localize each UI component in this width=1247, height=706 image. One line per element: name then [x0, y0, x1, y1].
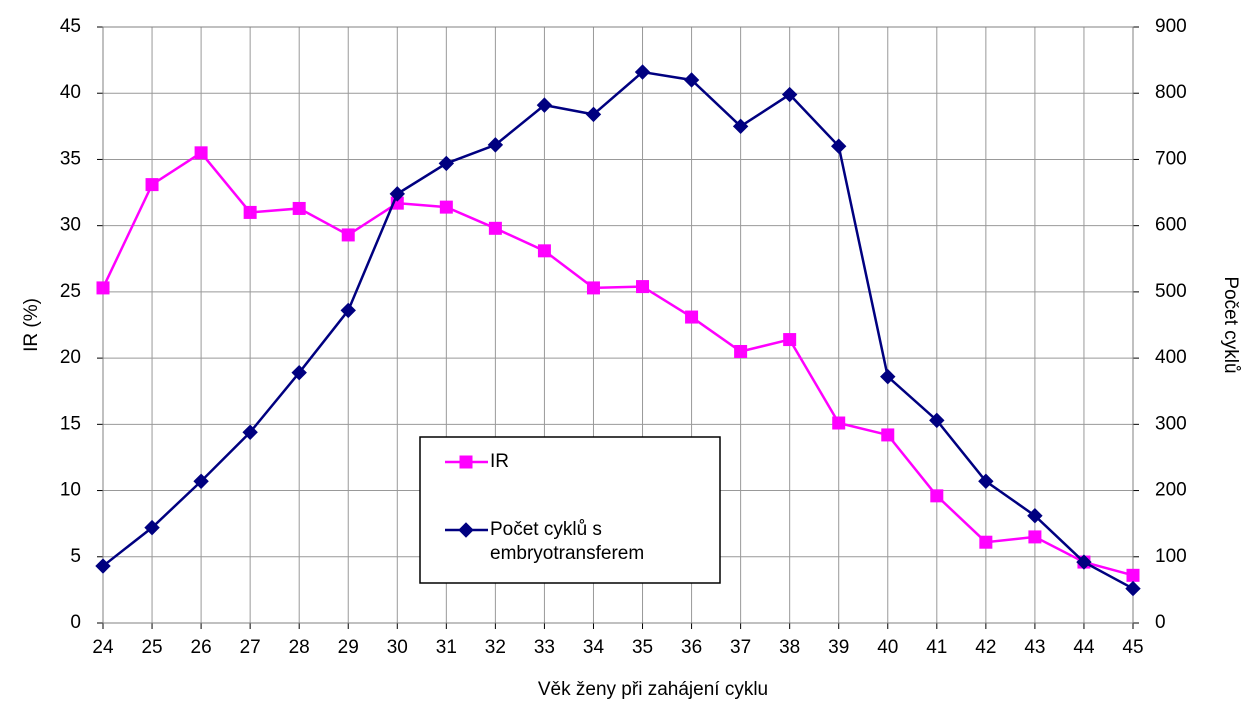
y2-tick-label: 0 — [1155, 612, 1166, 633]
data-point — [929, 412, 945, 429]
data-point — [634, 64, 651, 80]
data-point — [1125, 580, 1141, 597]
x-tick-label: 29 — [338, 637, 359, 658]
y-tick-label: 20 — [60, 347, 81, 368]
data-point — [683, 72, 700, 88]
data-point — [291, 364, 307, 381]
x-tick-label: 44 — [1073, 637, 1095, 658]
data-point — [193, 473, 209, 489]
x-tick-label: 39 — [828, 637, 849, 658]
data-point — [636, 280, 650, 294]
data-point — [732, 118, 749, 135]
y2-axis-title: Počet cyklů — [1220, 276, 1241, 373]
x-tick-label: 26 — [191, 637, 212, 658]
y2-tick-label: 700 — [1155, 148, 1187, 169]
data-point — [341, 228, 355, 242]
data-point — [585, 106, 602, 123]
data-point — [536, 97, 553, 113]
data-point — [439, 200, 453, 214]
y-tick-label: 15 — [60, 413, 81, 434]
data-point — [930, 489, 944, 503]
x-tick-label: 36 — [681, 637, 702, 658]
x-axis-title: Věk ženy při zahájení cyklu — [538, 679, 768, 700]
series-line — [102, 70, 1134, 590]
y2-tick-label: 300 — [1155, 413, 1187, 434]
data-point — [487, 137, 504, 153]
data-point — [389, 186, 405, 202]
x-tick-label: 37 — [730, 637, 751, 658]
data-point — [1027, 508, 1043, 524]
x-tick-label: 30 — [387, 637, 408, 658]
y2-tick-label: 500 — [1155, 281, 1187, 302]
data-point — [783, 333, 797, 347]
y2-tick-label: 600 — [1155, 215, 1187, 236]
data-point — [734, 344, 748, 358]
data-point — [292, 201, 306, 215]
legend-marker — [458, 522, 474, 538]
y2-tick-label: 900 — [1155, 16, 1187, 37]
x-tick-label: 45 — [1122, 637, 1143, 658]
data-point — [881, 428, 895, 442]
data-point — [96, 281, 110, 295]
data-point — [1076, 554, 1092, 570]
x-tick-label: 24 — [92, 637, 114, 658]
x-tick-label: 38 — [779, 637, 800, 658]
data-point — [831, 138, 847, 154]
x-tick-label: 42 — [975, 637, 996, 658]
x-tick-label: 43 — [1024, 637, 1045, 658]
y2-tick-label: 100 — [1155, 546, 1187, 567]
y-tick-label: 35 — [60, 148, 81, 169]
data-point — [340, 302, 356, 319]
x-tick-label: 34 — [583, 637, 605, 658]
legend-label: IR — [490, 451, 509, 472]
data-point — [685, 310, 699, 324]
data-point — [95, 558, 111, 574]
data-point — [438, 155, 455, 172]
x-tick-label: 40 — [877, 637, 898, 658]
data-point — [1028, 530, 1042, 544]
data-point — [1126, 568, 1140, 582]
y-tick-label: 30 — [60, 215, 81, 236]
y2-tick-label: 800 — [1155, 82, 1187, 103]
x-tick-label: 28 — [289, 637, 310, 658]
data-point — [194, 146, 208, 160]
y-tick-label: 40 — [60, 82, 81, 103]
plot-border — [102, 26, 1134, 624]
data-point — [488, 221, 502, 235]
data-point — [145, 178, 159, 192]
data-point — [242, 424, 258, 440]
data-point — [880, 368, 896, 385]
y-tick-label: 10 — [60, 480, 81, 501]
x-tick-label: 25 — [141, 637, 162, 658]
y-tick-label: 5 — [70, 546, 81, 567]
data-point — [781, 86, 798, 103]
data-point — [586, 281, 600, 295]
data-point — [979, 535, 993, 549]
legend-label: Počet cyklů s embryotransferem — [490, 519, 645, 564]
y2-tick-label: 200 — [1155, 480, 1187, 501]
y2-tick-label: 400 — [1155, 347, 1187, 368]
x-tick-label: 33 — [534, 637, 555, 658]
x-tick-label: 32 — [485, 637, 506, 658]
data-point — [978, 473, 994, 489]
data-point — [832, 416, 846, 430]
y-axis-title: IR (%) — [21, 298, 42, 352]
x-tick-label: 35 — [632, 637, 653, 658]
x-tick-label: 27 — [240, 637, 261, 658]
x-tick-label: 31 — [436, 637, 457, 658]
data-point — [243, 205, 257, 219]
data-point — [144, 519, 160, 536]
legend-marker — [459, 455, 473, 469]
y-tick-label: 0 — [70, 612, 81, 633]
data-point — [537, 244, 551, 258]
series-line — [101, 151, 1134, 577]
y-tick-label: 25 — [60, 281, 81, 302]
x-tick-label: 41 — [926, 637, 947, 658]
y-tick-label: 45 — [60, 16, 81, 37]
